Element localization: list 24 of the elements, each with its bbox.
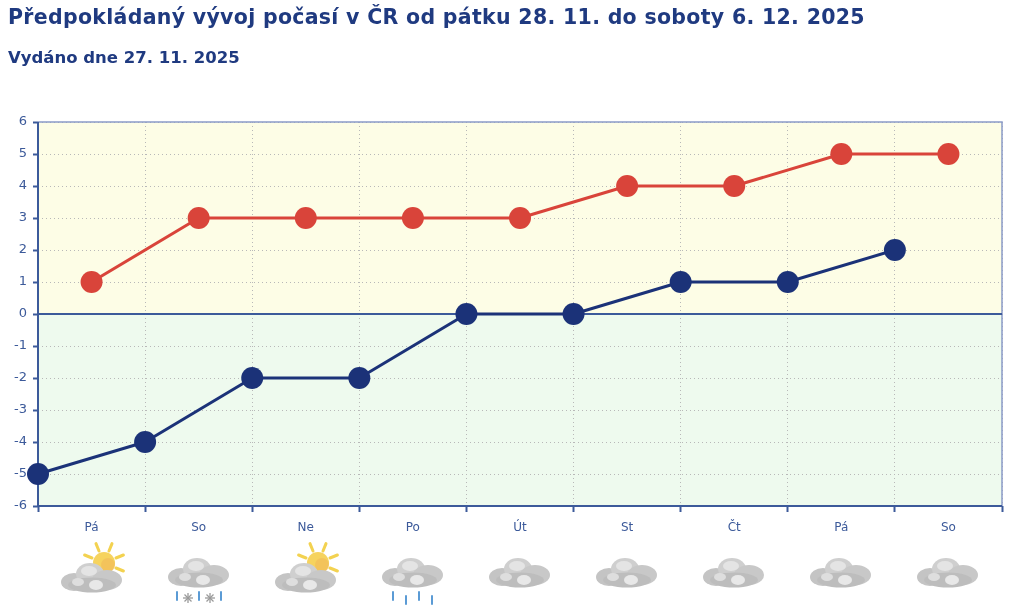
chart-title: Předpokládaný vývoj počasí v ČR od pátku 28. 11. do soboty 6. 12. 2025 [8, 5, 865, 29]
y-tick-label: -5 [14, 465, 27, 481]
y-tick-label: 5 [18, 145, 27, 161]
y-tick-label: 2 [18, 241, 27, 257]
x-tick-label: Út [513, 519, 528, 535]
x-tick-label: So [191, 520, 207, 535]
x-tick-label: Pá [834, 520, 849, 535]
y-tick-label: -1 [14, 337, 27, 353]
chart-subtitle: Vydáno dne 27. 11. 2025 [8, 48, 240, 67]
y-tick-label: -6 [14, 497, 27, 513]
x-tick-label: Po [405, 520, 420, 535]
y-tick-label: -2 [14, 369, 27, 385]
y-tick-label: 4 [18, 177, 27, 193]
x-tick-label: So [940, 520, 956, 535]
x-tick-label: Čt [727, 519, 742, 535]
y-tick-label: -4 [14, 433, 27, 449]
x-tick-label: St [620, 520, 634, 535]
y-tick-label: -3 [14, 401, 27, 417]
y-tick-label: 6 [18, 113, 27, 129]
y-tick-label: 1 [18, 273, 27, 289]
x-tick-label: Ne [297, 520, 314, 535]
y-tick-label: 0 [18, 305, 27, 321]
x-tick-label: Pá [84, 520, 99, 535]
y-tick-label: 3 [18, 209, 27, 225]
